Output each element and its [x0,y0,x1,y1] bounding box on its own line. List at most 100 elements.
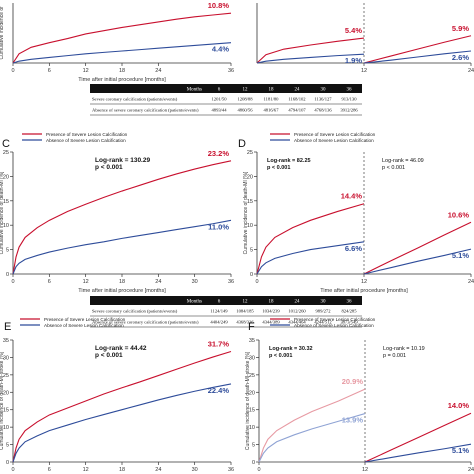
table-header-cell: 6 [218,300,221,305]
x-tick-label: 30 [192,279,198,285]
table-header-cell: 30 [321,88,327,93]
table-header-cell: 24 [295,300,301,305]
x-axis-label: Time after initial procedure [months] [320,288,408,294]
series-line [363,50,472,64]
chart-panel-C: 0 6 12 18 24 30 36 0 5 10 15 20 25 Cumulative inciden… [0,132,234,294]
series-end-label: 14.4% [341,192,363,201]
log-rank-annotation: Log-rank = 10.19 [383,346,425,352]
y-tick-label: 10 [3,425,9,431]
series-end-label: 4.4% [212,45,229,54]
y-tick-label: 20 [247,174,253,180]
series-end-label: 20.9% [342,377,364,386]
table-row-label: Severe coronary calcification (patients/… [92,309,178,314]
x-axis-label: Time after initial procedure [months] [78,288,166,294]
series-line [363,221,472,275]
table-header-cell: 18 [269,88,275,93]
table-header-cell: 36 [347,88,353,93]
log-rank-annotation: p < 0.001 [267,165,290,171]
x-tick-label: 12 [362,467,368,473]
series-line [258,413,366,463]
log-rank-annotation: Log-rank = 82.25 [267,158,311,164]
series-line [12,160,232,275]
x-tick-label: 0 [11,68,14,74]
legend: Presence of Severe Lesion CalcificationA… [22,132,128,143]
series-end-label: 22.4% [208,386,230,395]
y-tick-label: 10 [3,223,9,229]
y-tick-label: 0 [252,460,255,466]
series-line [256,241,365,275]
table-header-cell: 36 [347,300,353,305]
table-cell: 4893/44 [211,108,227,113]
table-cell: 4368/326 [236,320,254,325]
series-line [364,412,472,463]
x-tick-label: 24 [155,68,161,74]
table-row-label: Absence of severe coronary calcification… [92,320,199,325]
series-end-label: 31.7% [208,340,230,349]
y-tick-label: 25 [3,373,9,379]
chart-panel-F: 0 12 24 0 5 10 15 20 25 30 35 Cumulative incidence … [245,317,474,473]
y-tick-label: 25 [249,373,255,379]
y-tick-label: 5 [250,248,253,254]
table-cell: 4768/136 [314,108,332,113]
y-tick-label: 5 [6,248,9,254]
x-tick-label: 12 [83,279,89,285]
series-end-label: 2.6% [452,53,469,62]
x-tick-label: 12 [361,279,367,285]
table-header-cell: Months [187,88,202,93]
y-tick-label: 35 [3,338,9,344]
legend-label-absence: Absence of Severe Lesion Calcification [46,138,126,143]
log-rank-annotation: Log-rank = 30.32 [269,346,313,352]
table-cell: 4344/464 [288,320,306,325]
table-cell: 989/272 [315,309,331,314]
table-row-label: Severe coronary calcification (patients/… [92,97,178,102]
series-line [12,12,232,64]
series-end-label: 6.6% [345,244,362,253]
x-tick-label: 6 [48,68,51,74]
event-table-2: Months 6 12 18 24 30 36 Severe coronary calcifi… [90,296,362,328]
x-axis-label: Time after initial procedure [months] [78,77,166,83]
log-rank-annotation: Log-rank = 130.29 [95,157,150,164]
log-rank-annotation: p < 0.001 [382,165,405,171]
series-line [256,37,365,64]
x-tick-label: 24 [155,279,161,285]
y-tick-label: 15 [3,199,9,205]
table-header-cell: 6 [218,88,221,93]
chart-panel-2: 12 24 5.4% 1.9% 5.9% 2.6% [256,3,474,74]
x-tick-label: 24 [468,279,474,285]
table-cell: 3873/549 [340,320,358,325]
x-tick-label: 0 [257,467,260,473]
legend-label-severe: Presence of Severe Lesion Calcification [46,132,128,137]
legend: Presence of Severe Lesion CalcificationA… [270,132,376,143]
y-tick-label: 0 [250,272,253,278]
series-line [363,248,472,275]
series-line [363,35,472,64]
y-tick-label: 25 [3,150,9,156]
table-cell: 4860/56 [237,108,253,113]
table-cell: 1201/50 [211,97,227,102]
table-cell: 1124/149 [210,309,228,314]
y-tick-label: 0 [6,272,9,278]
table-cell: 1181/80 [264,97,280,102]
x-tick-label: 24 [155,467,161,473]
event-tables: Months 6 12 18 24 30 36 Severe coronary calcifi… [90,84,362,328]
series-end-label: 10.6% [448,210,470,219]
y-tick-label: 10 [247,223,253,229]
x-tick-label: 36 [228,467,234,473]
y-axis-label: Cumulative incidence of death-MI [%] [0,171,5,254]
table-header-cell: 12 [243,300,249,305]
table-cell: 4404/249 [210,320,228,325]
series-line [256,203,365,275]
x-tick-label: 36 [228,68,234,74]
series-end-label: 5.1% [452,251,469,260]
y-axis-label: Cumulative incidence of death-MI [%] [243,171,249,254]
series-line [256,53,365,64]
table-header-cell: Months [187,300,202,305]
x-tick-label: 12 [83,68,89,74]
x-tick-label: 18 [119,467,125,473]
log-rank-annotation: p = 0.001 [383,353,406,359]
legend-label-absence: Absence of Severe Lesion Calcification [294,138,374,143]
table-cell: 1136/127 [314,97,332,102]
series-end-label: 10.8% [208,1,230,10]
table-cell: 4816/67 [263,108,279,113]
